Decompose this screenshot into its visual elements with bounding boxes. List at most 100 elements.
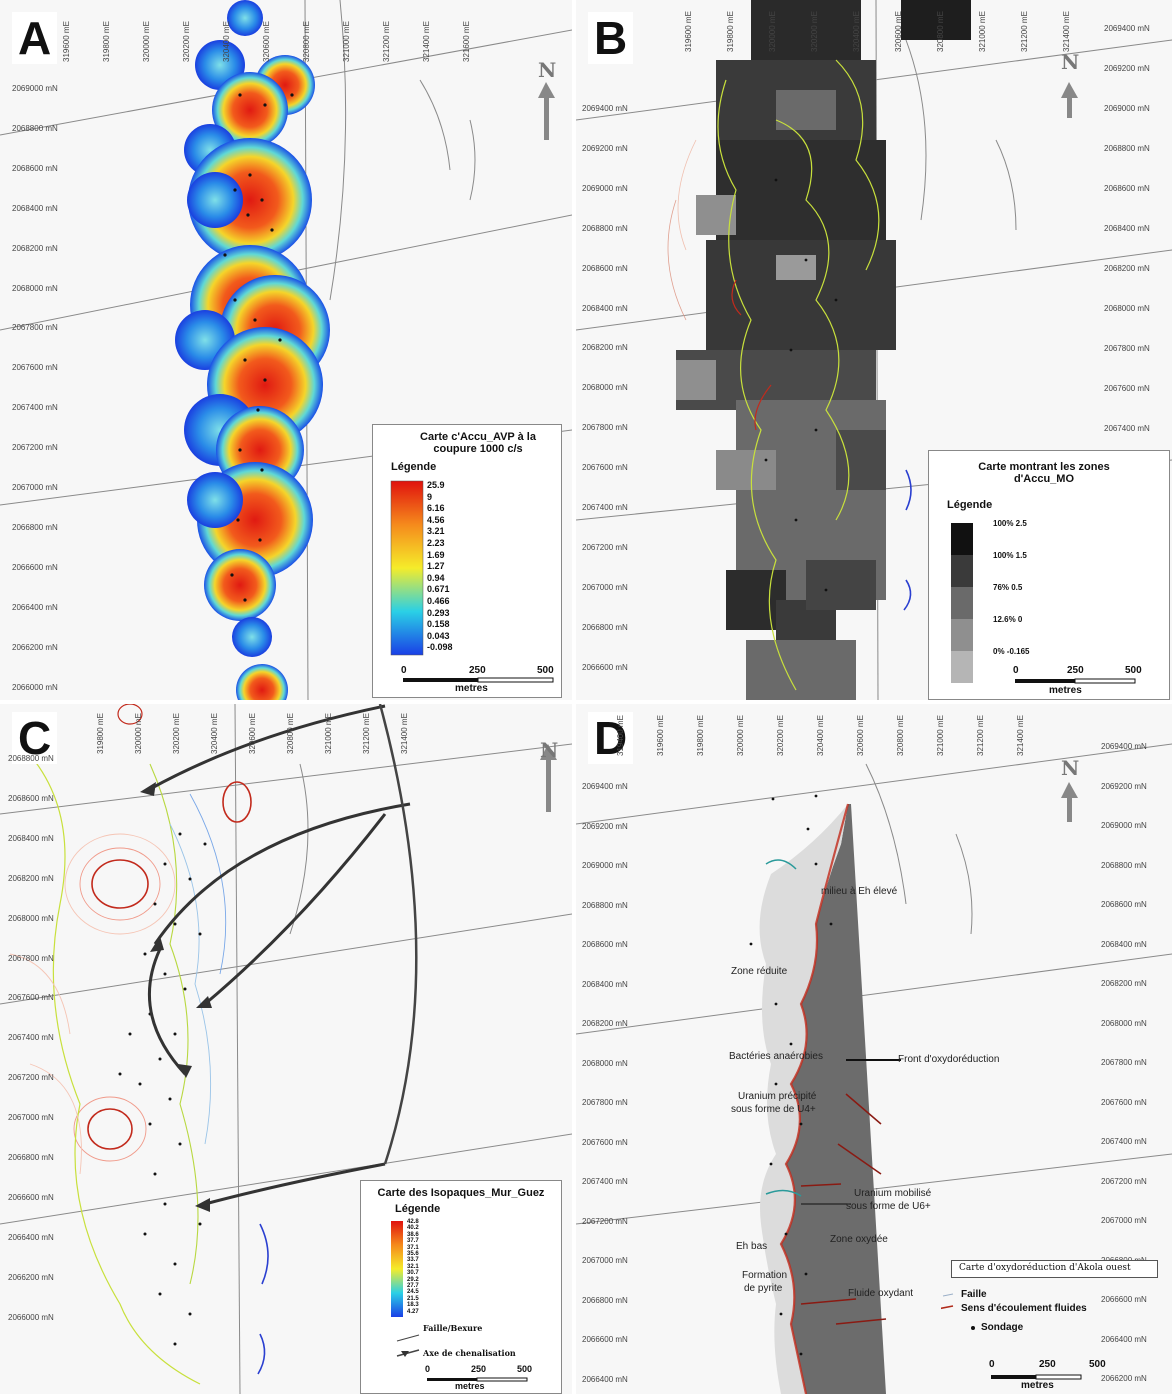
northing-tick-c: 2067800 mN bbox=[8, 953, 54, 963]
northing-tick-b: 2069400 mN bbox=[582, 104, 628, 113]
panel-a: A N 2069000 mN 2068800 mN 2068600 mN 206840… bbox=[0, 0, 572, 700]
easting-tick-b: 320600 mE bbox=[894, 11, 903, 52]
northing-tick-d-right: 2069400 mN bbox=[1101, 742, 1147, 751]
easting-tick-a: 320400 mE bbox=[222, 21, 231, 62]
northing-tick-b-right: 2069200 mN bbox=[1104, 64, 1150, 73]
panel-c: C N 2068800 mN 2068600 mN 2068400 mN 206820… bbox=[0, 704, 572, 1394]
legend-b-class-label: 12.6% 0 bbox=[993, 615, 1023, 624]
northing-tick-d: 2068400 mN bbox=[582, 979, 628, 989]
easting-tick-c: 319800 mE bbox=[96, 713, 105, 754]
accu-avp-surface bbox=[175, 0, 330, 700]
isopach-contours bbox=[9, 704, 269, 1385]
legend-b-subtitle: Légende bbox=[947, 499, 993, 511]
borehole-points-c bbox=[118, 832, 207, 1346]
northing-tick-c: 2067000 mN bbox=[8, 1113, 54, 1123]
northing-tick-d-right: 2066400 mN bbox=[1101, 1334, 1147, 1344]
contours-b bbox=[667, 59, 912, 691]
easting-tick-d: 319600 mE bbox=[656, 715, 665, 756]
legend-c-value: 27.7 bbox=[407, 1283, 419, 1289]
northing-tick-d-right: 2066600 mN bbox=[1101, 1295, 1147, 1304]
northing-tick-c: 2066000 mN bbox=[8, 1312, 54, 1322]
easting-tick-d: 321000 mE bbox=[936, 715, 945, 756]
easting-tick-a: 321200 mE bbox=[382, 21, 391, 62]
legend-a-value: 3.21 bbox=[427, 526, 445, 537]
scale-d-500: 500 bbox=[1089, 1359, 1106, 1370]
northing-tick-b: 2066800 mN bbox=[582, 622, 628, 632]
legend-d: Carte d'oxydoréduction d'Akola ouest Fai… bbox=[941, 1260, 1169, 1391]
legend-c-value: 18.3 bbox=[407, 1302, 419, 1309]
northing-tick-a: 2066400 mN bbox=[12, 602, 58, 612]
easting-tick-b: 319600 mE bbox=[684, 11, 693, 52]
northing-tick-c: 2066400 mN bbox=[8, 1232, 54, 1242]
easting-tick-b: 321200 mE bbox=[1020, 11, 1029, 52]
northing-tick-a: 2067400 mN bbox=[12, 403, 58, 413]
northing-tick-b: 2067400 mN bbox=[582, 503, 628, 512]
legend-c-value: 38.6 bbox=[407, 1231, 419, 1238]
panel-d-map bbox=[576, 743, 1172, 1394]
legend-c-value: 37.1 bbox=[407, 1244, 419, 1251]
easting-tick-c: 320800 mE bbox=[286, 713, 295, 754]
northing-tick-a: 2069000 mN bbox=[12, 84, 58, 93]
legend-c-value: 4.27 bbox=[407, 1308, 419, 1315]
borehole-points-a bbox=[223, 93, 294, 602]
legend-d-title-box bbox=[951, 1260, 1158, 1278]
northing-tick-c: 2066200 mN bbox=[8, 1272, 54, 1282]
easting-tick-a: 319800 mE bbox=[102, 21, 111, 62]
scale-c-500: 500 bbox=[517, 1364, 533, 1374]
legend-a-value: 1.27 bbox=[427, 561, 445, 572]
legend-c-fault: Faille/Bexure bbox=[423, 1323, 483, 1333]
legend-c-value: 35.6 bbox=[407, 1251, 419, 1257]
northing-tick-d: 2067800 mN bbox=[582, 1098, 628, 1107]
panel-d-label: D bbox=[588, 712, 634, 764]
panel-d: D N 2069400 mN 2069200 mN 2069000 mN 206880… bbox=[576, 704, 1172, 1394]
northing-tick-b: 2066600 mN bbox=[582, 662, 628, 672]
northing-tick-a: 2068200 mN bbox=[12, 243, 58, 253]
easting-tick-b: 321000 mE bbox=[978, 11, 987, 52]
northing-tick-b-right: 2067600 mN bbox=[1104, 384, 1150, 393]
northing-tick-d: 2066800 mN bbox=[582, 1295, 628, 1305]
northing-tick-d-right: 2067000 mN bbox=[1101, 1216, 1147, 1225]
legend-c-value: 37.7 bbox=[407, 1238, 419, 1245]
northing-tick-d-right: 2068800 mN bbox=[1101, 860, 1147, 870]
scale-a-unit: metres bbox=[455, 683, 488, 694]
legend-a-value: 1.69 bbox=[427, 549, 445, 560]
annot-redox-front: Front d'oxydoréduction bbox=[898, 1054, 1000, 1065]
legend-c: Carte des Isopaques_Mur_Guez Légende 42.… bbox=[360, 1180, 562, 1394]
northing-tick-c: 2068800 mN bbox=[8, 754, 54, 763]
northing-tick-c: 2067200 mN bbox=[8, 1073, 54, 1083]
northing-tick-d: 2069200 mN bbox=[582, 821, 628, 831]
legend-c-value: 40.2 bbox=[407, 1225, 419, 1232]
northing-tick-d-right: 2069000 mN bbox=[1101, 821, 1147, 830]
easting-tick-b: 320200 mE bbox=[810, 11, 819, 52]
northing-tick-a: 2067800 mN bbox=[12, 323, 58, 333]
northing-tick-a: 2066800 mN bbox=[12, 522, 58, 532]
legend-b-class-label: 100% 2.5 bbox=[993, 519, 1027, 528]
northing-tick-d: 2068000 mN bbox=[582, 1058, 628, 1068]
legend-d-flow: Sens d'écoulement fluides bbox=[961, 1303, 1087, 1314]
northing-tick-d-right: 2067600 mN bbox=[1101, 1097, 1147, 1107]
easting-tick-b: 319800 mE bbox=[726, 11, 735, 52]
north-label-d: N bbox=[1061, 756, 1080, 780]
northing-tick-a: 2066600 mN bbox=[12, 562, 58, 572]
easting-tick-d: 321400 mE bbox=[1016, 715, 1025, 756]
northing-tick-a: 2067200 mN bbox=[12, 443, 58, 453]
easting-tick-b: 320400 mE bbox=[852, 11, 861, 52]
legend-a-value: 25.9 bbox=[427, 480, 445, 490]
annot-u4-2: sous forme de U4+ bbox=[731, 1104, 816, 1115]
easting-tick-d: 321200 mE bbox=[976, 715, 985, 756]
easting-tick-c: 321000 mE bbox=[324, 713, 333, 754]
northing-tick-c: 2068400 mN bbox=[8, 833, 54, 843]
northing-tick-a: 2068800 mN bbox=[12, 123, 58, 133]
channel-axes bbox=[147, 704, 418, 1206]
legend-a-value: 0.671 bbox=[427, 584, 450, 595]
northing-tick-b: 2068200 mN bbox=[582, 343, 628, 353]
panel-b-label: B bbox=[588, 12, 634, 64]
legend-b: Carte montrant les zones d'Accu_MO Légen… bbox=[928, 450, 1170, 700]
legend-a-subtitle: Légende bbox=[391, 461, 437, 473]
annot-pyrite-1: Formation bbox=[742, 1270, 788, 1281]
annot-u4-1: Uranium précipité bbox=[738, 1091, 817, 1102]
northing-tick-b: 2067600 mN bbox=[582, 463, 628, 473]
legend-a-value: 2.23 bbox=[427, 538, 445, 548]
northing-tick-c: 2068200 mN bbox=[8, 873, 54, 883]
easting-tick-d: 320200 mE bbox=[776, 715, 785, 756]
